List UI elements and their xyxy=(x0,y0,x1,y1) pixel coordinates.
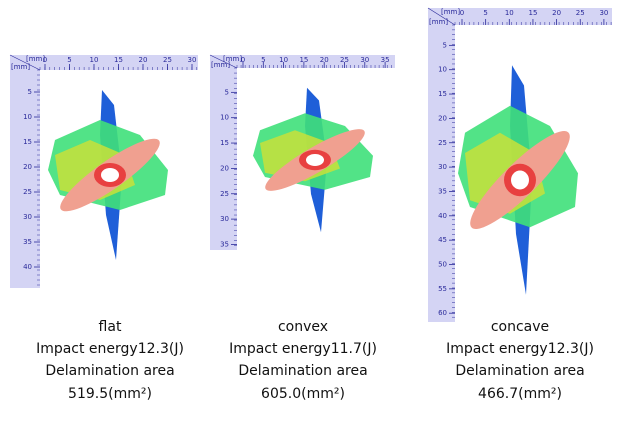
ruler-unit: [mm] xyxy=(11,63,30,71)
ruler-tick-label: 30 xyxy=(220,215,229,223)
ruler-tick-label: 25 xyxy=(23,188,32,196)
page: {"panels": [ {"x_unit": "[mm]", "y_unit"… xyxy=(0,0,618,423)
caption-area-label: Delamination area xyxy=(455,363,584,379)
caption-area-label: Delamination area xyxy=(45,363,174,379)
caption-energy: Impact energy11.7(J) xyxy=(229,341,377,357)
ruler-tick-label: 20 xyxy=(320,56,329,64)
ruler-tick-label: 20 xyxy=(139,56,148,64)
ruler-tick-label: 20 xyxy=(23,163,32,171)
ruler-tick-label: 10 xyxy=(90,56,99,64)
ruler-tick-label: 35 xyxy=(220,240,229,248)
ruler-unit: [mm] xyxy=(429,18,448,26)
ruler-tick-label: 20 xyxy=(552,9,561,17)
ruler-tick-label: 15 xyxy=(528,9,537,17)
ruler-tick-label: 25 xyxy=(220,190,229,198)
ruler-tick-label: 15 xyxy=(438,90,447,98)
caption-label: concave xyxy=(491,319,549,335)
scan-image xyxy=(48,90,168,260)
caption-area: 519.5(mm²) xyxy=(68,386,152,402)
ruler-tick-label: 10 xyxy=(220,114,229,122)
caption-area-label: Delamination area xyxy=(238,363,367,379)
figure: [mm][mm]051015202530510152025303540flatI… xyxy=(0,0,618,423)
ruler-tick-label: 55 xyxy=(438,285,447,293)
scan-image xyxy=(253,88,373,233)
ruler-tick-label: 15 xyxy=(114,56,123,64)
ruler-tick-label: 30 xyxy=(360,56,369,64)
caption-energy: Impact energy12.3(J) xyxy=(446,341,594,357)
ruler-tick-label: 15 xyxy=(23,138,32,146)
caption-area: 605.0(mm²) xyxy=(261,386,345,402)
ruler-tick-label: 10 xyxy=(505,9,514,17)
ruler-tick-label: 50 xyxy=(438,261,447,269)
ruler-tick-label: 10 xyxy=(438,66,447,74)
caption-energy: Impact energy12.3(J) xyxy=(36,341,184,357)
caption-area: 466.7(mm²) xyxy=(478,386,562,402)
caption-label: convex xyxy=(278,319,328,335)
ruler-tick-label: 60 xyxy=(438,309,447,317)
impact-center xyxy=(306,154,324,166)
ruler-tick-label: 10 xyxy=(23,113,32,121)
ruler-tick-label: 0 xyxy=(241,56,245,64)
ruler-unit: [mm] xyxy=(211,61,230,69)
ruler-tick-label: 5 xyxy=(261,56,265,64)
ruler-tick-label: 30 xyxy=(438,163,447,171)
ruler-tick-label: 30 xyxy=(23,213,32,221)
ruler-tick-label: 35 xyxy=(23,238,32,246)
impact-center xyxy=(101,168,119,182)
caption-label: flat xyxy=(99,319,122,335)
ruler-tick-label: 25 xyxy=(340,56,349,64)
scan-image xyxy=(458,65,578,295)
ruler-tick-label: 40 xyxy=(23,263,32,271)
ruler-tick-label: 5 xyxy=(67,56,71,64)
impact-center xyxy=(511,171,529,190)
ruler-tick-label: 5 xyxy=(443,41,447,49)
ruler-tick-label: 35 xyxy=(381,56,390,64)
ruler-tick-label: 25 xyxy=(438,139,447,147)
ruler-tick-label: 45 xyxy=(438,236,447,244)
ruler-tick-label: 15 xyxy=(299,56,308,64)
ruler-tick-label: 0 xyxy=(43,56,47,64)
ruler-tick-label: 10 xyxy=(279,56,288,64)
ruler-tick-label: 35 xyxy=(438,187,447,195)
ruler-left xyxy=(10,55,40,288)
ruler-tick-label: 15 xyxy=(220,139,229,147)
ruler-tick-label: 30 xyxy=(188,56,197,64)
ruler-tick-label: 20 xyxy=(438,114,447,122)
ruler-tick-label: 25 xyxy=(576,9,585,17)
ruler-tick-label: 30 xyxy=(599,9,608,17)
ruler-unit: [mm] xyxy=(441,8,460,16)
ruler-tick-label: 0 xyxy=(460,9,464,17)
ruler-tick-label: 20 xyxy=(220,164,229,172)
ruler-tick-label: 5 xyxy=(28,88,32,96)
ruler-tick-label: 40 xyxy=(438,212,447,220)
ruler-tick-label: 25 xyxy=(163,56,172,64)
ruler-tick-label: 5 xyxy=(225,88,229,96)
ruler-tick-label: 5 xyxy=(483,9,487,17)
